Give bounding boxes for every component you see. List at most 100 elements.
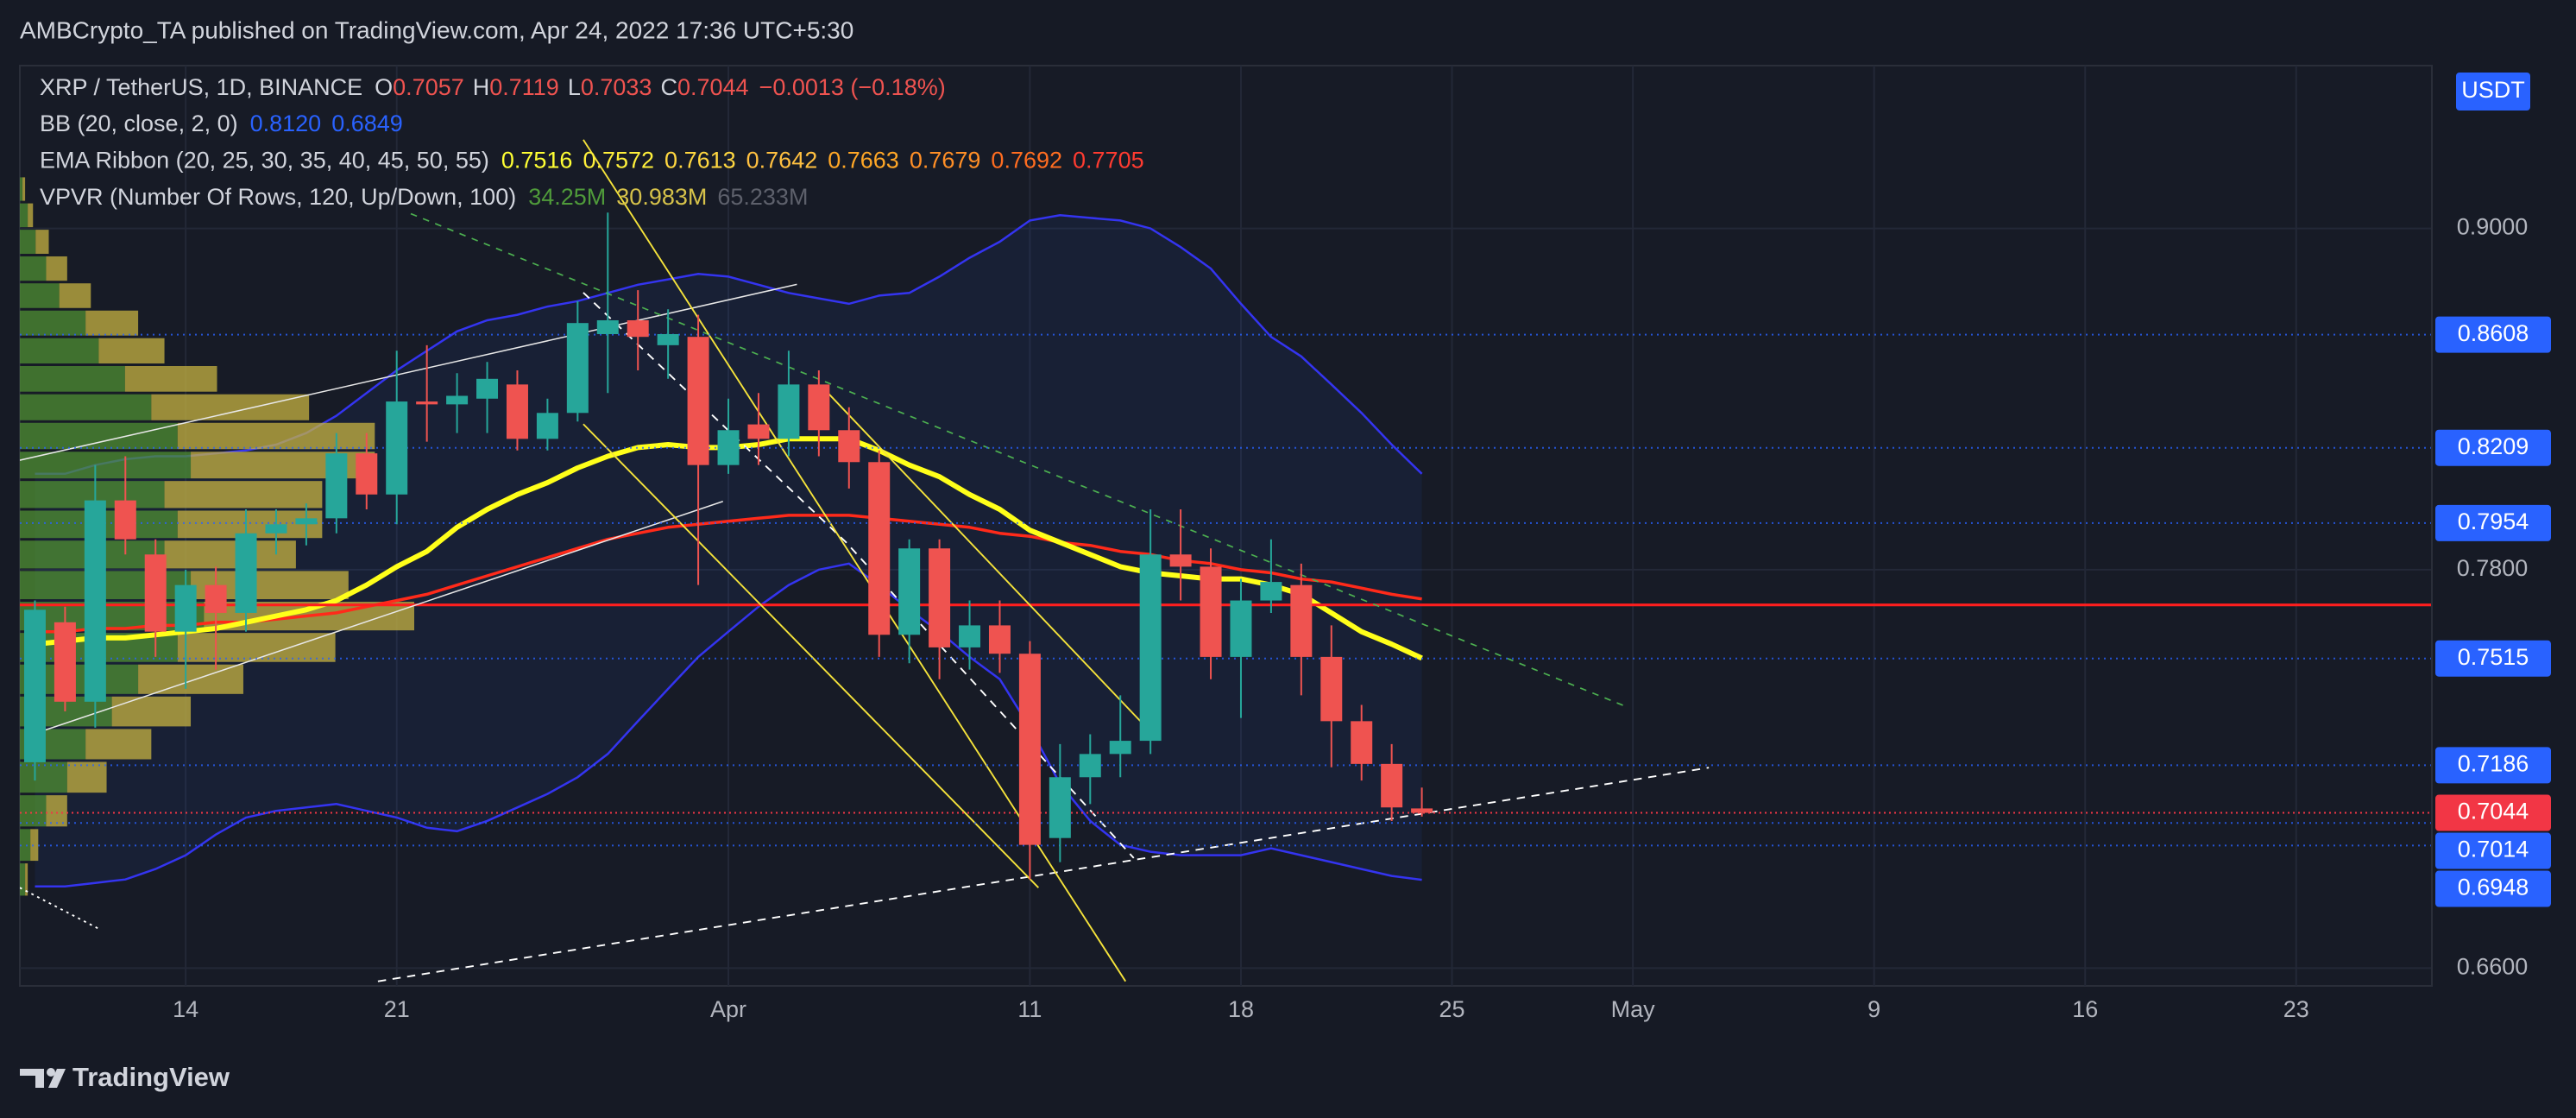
- logo-dot: [47, 1068, 55, 1077]
- indicator-value: 65.233M: [717, 184, 808, 210]
- profile-up: [20, 230, 36, 254]
- candle-body: [898, 548, 921, 635]
- profile-down: [151, 394, 310, 420]
- profile-up: [20, 394, 152, 420]
- profile-down: [164, 481, 323, 508]
- profile-up: [20, 829, 31, 862]
- indicator-value: 0.7613: [664, 148, 736, 174]
- candle-body: [265, 524, 287, 534]
- price-label: 0.7044: [2458, 799, 2529, 824]
- x-tick-label: 16: [2072, 996, 2098, 1022]
- profile-down: [124, 366, 217, 392]
- profile-down: [28, 203, 34, 228]
- candle-body: [747, 424, 770, 439]
- candle-body: [235, 533, 257, 613]
- candle-body: [1049, 777, 1071, 838]
- indicator-value: 0.7572: [583, 148, 654, 174]
- price-label: 0.8608: [2458, 320, 2529, 346]
- profile-down: [85, 310, 139, 336]
- candle-body: [1139, 554, 1162, 742]
- indicator-value: 0.8120: [250, 111, 322, 136]
- candle-body: [717, 430, 740, 465]
- indicator-value: 0.6849: [331, 111, 403, 136]
- legend-row: BB (20, close, 2, 0) 0.8120 0.6849: [40, 111, 403, 136]
- x-tick-label: 21: [384, 996, 410, 1022]
- candle-body: [1320, 656, 1343, 722]
- profile-up: [20, 256, 47, 281]
- candle-body: [988, 625, 1011, 654]
- candle-body: [1351, 721, 1373, 764]
- profile-down: [177, 633, 336, 662]
- dashed-trendline: [583, 292, 1135, 859]
- grid: [20, 66, 2432, 986]
- legend-row: EMA Ribbon (20, 25, 30, 35, 40, 45, 50, …: [40, 148, 1144, 174]
- candle-body: [1411, 808, 1433, 813]
- indicator-value: 30.983M: [616, 184, 707, 210]
- profile-down: [85, 729, 152, 760]
- profile-down: [30, 829, 39, 862]
- ohlc-value: 0.7044: [677, 74, 749, 100]
- profile-up: [20, 203, 28, 228]
- price-label-box: [2435, 316, 2551, 353]
- candle-body: [1381, 763, 1403, 808]
- candle-body: [536, 413, 558, 439]
- profile-up: [20, 452, 192, 479]
- candle-body: [959, 625, 981, 647]
- profile-down: [59, 283, 91, 308]
- ohlc-letter: L: [568, 74, 581, 100]
- price-label: 0.7515: [2458, 644, 2529, 670]
- candle-body: [1109, 741, 1131, 755]
- candle-body: [566, 323, 589, 414]
- x-tick-label: 14: [173, 996, 198, 1022]
- candle-body: [174, 584, 197, 632]
- indicator-value: 34.25M: [528, 184, 606, 210]
- candle-body: [356, 453, 378, 495]
- plot-area: [19, 65, 2433, 987]
- candle-body: [1169, 554, 1192, 567]
- ohlc-value: 0.7057: [393, 74, 464, 100]
- profile-down: [46, 256, 67, 281]
- profile-down: [35, 230, 49, 254]
- ohlc-value: 0.7119: [489, 74, 559, 100]
- y-tick-label: 0.7800: [2457, 555, 2529, 581]
- profile-up: [20, 338, 99, 364]
- candle-body: [657, 333, 679, 345]
- change: −0.0013 (−0.18%): [759, 74, 946, 100]
- profile-down: [177, 422, 375, 450]
- price-label-box: [2435, 640, 2551, 677]
- profile-up: [20, 283, 60, 308]
- currency-box: [2456, 73, 2530, 111]
- ohlc-letter: C: [660, 74, 677, 100]
- publisher: AMBCrypto_TA published on TradingView.co…: [20, 16, 853, 43]
- profile-up: [20, 366, 125, 392]
- candle-body: [54, 622, 76, 702]
- indicator-value: 0.7679: [910, 148, 981, 174]
- price-label-box: [2435, 504, 2551, 541]
- candle-body: [295, 518, 318, 525]
- candle-body: [1290, 584, 1313, 657]
- dotted-line: [20, 887, 99, 930]
- profile-down: [25, 863, 28, 896]
- candle-body: [596, 319, 619, 334]
- candle-body: [386, 401, 408, 495]
- x-tick-label: 11: [1017, 996, 1042, 1022]
- price-label: 0.7954: [2458, 508, 2529, 534]
- candle-body: [778, 384, 800, 439]
- candle-body: [1079, 754, 1101, 778]
- candle-body: [808, 384, 830, 431]
- candle-body: [84, 500, 106, 702]
- candle-body: [1018, 654, 1041, 845]
- candle-body: [1260, 582, 1282, 601]
- volume-profile: [20, 177, 414, 896]
- price-label: 0.7014: [2458, 837, 2529, 862]
- indicator-value: 0.7516: [501, 148, 573, 174]
- currency-badge: USDT: [2456, 73, 2530, 111]
- ohlc-letter: O: [375, 74, 393, 100]
- candle-body: [476, 378, 499, 399]
- candles: [23, 212, 1433, 880]
- profile-down: [46, 795, 67, 827]
- indicator-name: BB (20, close, 2, 0): [40, 111, 238, 136]
- ohlc-value: 0.7033: [581, 74, 652, 100]
- x-tick-label: May: [1611, 996, 1656, 1022]
